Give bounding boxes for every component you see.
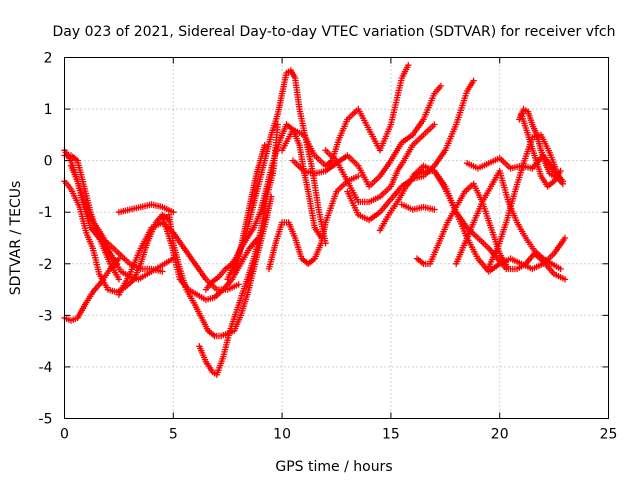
y-tick-label: -1 xyxy=(39,205,53,221)
data-series xyxy=(61,62,569,378)
series-arc-18 xyxy=(322,121,438,206)
y-tick-label: 0 xyxy=(44,154,53,170)
x-tick-label: 25 xyxy=(600,427,618,443)
series-arc-28 xyxy=(518,111,564,190)
series-arc-24 xyxy=(453,167,564,273)
axis-ticks xyxy=(64,57,609,419)
y-tick-label: -5 xyxy=(39,412,53,428)
series-arc-7 xyxy=(115,201,177,216)
series-arc-17 xyxy=(289,82,445,190)
y-tick-label: 2 xyxy=(44,51,53,67)
x-tick-label: 20 xyxy=(491,427,509,443)
series-arc-26 xyxy=(485,131,562,270)
x-tick-label: 5 xyxy=(169,427,178,443)
y-tick-label: -2 xyxy=(39,257,53,273)
series-arc-14 xyxy=(231,142,268,278)
series-arc-21 xyxy=(398,201,438,213)
series-arc-6 xyxy=(83,203,177,283)
series-arc-8 xyxy=(115,219,242,298)
x-axis-label: GPS time / hours xyxy=(275,459,392,475)
y-tick-label: -3 xyxy=(39,308,53,324)
series-arc-10 xyxy=(165,193,275,340)
y-axis-label: SDTVAR / TECUs xyxy=(8,181,24,296)
x-tick-label: 15 xyxy=(382,427,400,443)
x-tick-label: 10 xyxy=(273,427,291,443)
y-tick-label: 1 xyxy=(44,102,53,118)
series-arc-16 xyxy=(278,62,412,169)
tick-labels: 0 5 10 15 20 25 -5 -4 -3 -2 -1 0 1 2 xyxy=(39,51,618,443)
chart-title: Day 023 of 2021, Sidereal Day-to-day VTE… xyxy=(52,24,615,40)
series-arc-15 xyxy=(265,172,362,273)
plot-frame xyxy=(64,57,609,419)
y-tick-label: -4 xyxy=(39,360,53,376)
x-tick-label: 0 xyxy=(60,427,69,443)
